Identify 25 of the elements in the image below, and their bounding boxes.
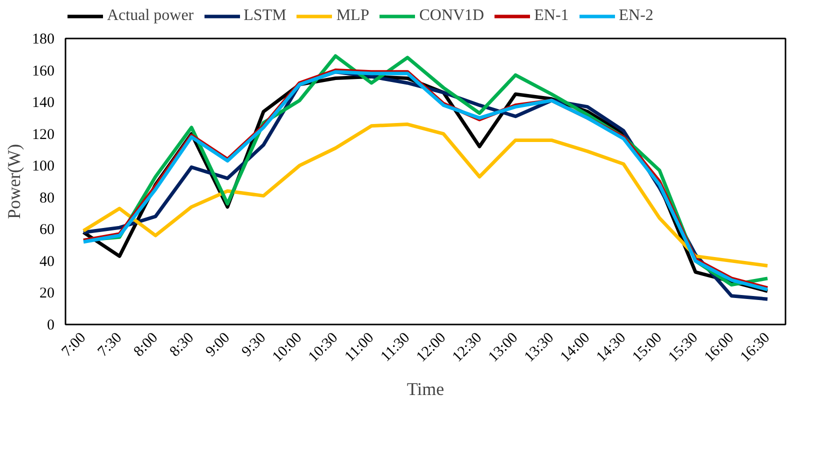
y-tick-label: 40: [40, 254, 54, 270]
y-tick-label: 20: [40, 286, 54, 302]
x-axis-title: Time: [406, 378, 444, 399]
line-series: [82, 122, 770, 268]
y-tick-label: 80: [40, 190, 54, 206]
legend-label: EN-1: [534, 7, 569, 25]
y-tick-label: 140: [32, 95, 54, 112]
legend-label: EN-2: [618, 7, 654, 25]
y-tick-label: 180: [32, 32, 54, 48]
x-tick-label: 7:00: [58, 330, 90, 360]
y-tick-label: 0: [47, 318, 54, 334]
x-tick-label: 9:00: [202, 330, 234, 360]
y-tick-label: 100: [32, 158, 54, 175]
legend-label: CONV1D: [419, 7, 484, 25]
x-tick-label: 9:30: [238, 330, 270, 360]
y-tick-label: 120: [32, 126, 54, 143]
x-tick-label: 8:00: [130, 330, 162, 360]
legend-label: Actual power: [107, 7, 194, 25]
y-tick-label: 60: [40, 222, 54, 238]
y-axis-title: Power(W): [4, 144, 24, 219]
x-tick-label: 8:30: [166, 330, 198, 360]
legend-label: MLP: [336, 7, 370, 25]
x-tick-label: 7:30: [94, 330, 126, 360]
y-tick-label: 160: [32, 63, 54, 80]
legend-label: LSTM: [244, 7, 286, 25]
